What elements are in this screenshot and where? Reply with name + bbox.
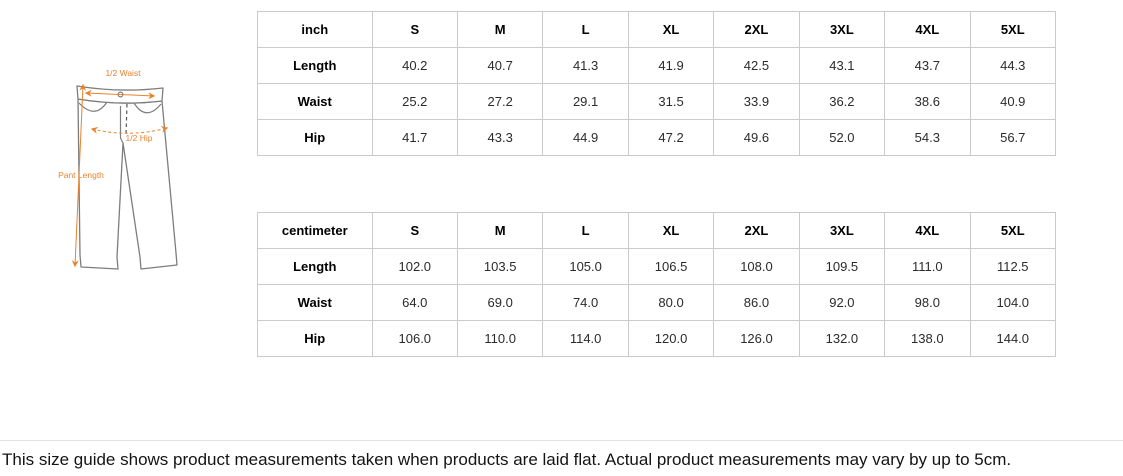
measurement-value-cell: 33.9 xyxy=(713,83,800,120)
unit-header-cell: inch xyxy=(257,11,373,48)
right-pocket-curve xyxy=(133,102,162,114)
size-header-cell: 2XL xyxy=(713,11,800,48)
measurement-value-cell: 132.0 xyxy=(798,320,886,357)
unit-header-cell: centimeter xyxy=(257,212,373,249)
measurement-value-cell: 110.0 xyxy=(456,320,544,357)
measurement-label-cell: Length xyxy=(257,248,373,285)
measurement-value-cell: 106.0 xyxy=(371,320,458,357)
diagram-label-pant-length: Pant Length xyxy=(58,170,104,180)
size-header-cell: M xyxy=(456,11,544,48)
measurement-value-cell: 52.0 xyxy=(798,119,886,156)
measurement-value-cell: 120.0 xyxy=(627,320,715,357)
measurement-value-cell: 27.2 xyxy=(456,83,544,120)
measurement-value-cell: 36.2 xyxy=(798,83,886,120)
measurement-value-cell: 138.0 xyxy=(884,320,971,357)
measurement-value-cell: 41.7 xyxy=(371,119,458,156)
measurement-row: Hip 41.7 43.3 44.9 47.2 49.6 52.0 54.3 56.7 xyxy=(257,119,1057,156)
measurement-value-cell: 25.2 xyxy=(371,83,458,120)
diagram-label-half-hip: 1/2 Hip xyxy=(126,133,153,143)
measurement-value-cell: 92.0 xyxy=(798,284,886,321)
measurement-value-cell: 126.0 xyxy=(713,320,800,357)
measurement-row: Waist 25.2 27.2 29.1 31.5 33.9 36.2 38.6 40.9 xyxy=(257,83,1057,120)
measurement-value-cell: 29.1 xyxy=(542,83,629,120)
size-header-cell: 4XL xyxy=(884,212,971,249)
measurement-value-cell: 98.0 xyxy=(884,284,971,321)
measurement-value-cell: 43.3 xyxy=(456,119,544,156)
measurement-value-cell: 44.3 xyxy=(969,47,1057,84)
measurement-value-cell: 74.0 xyxy=(542,284,629,321)
size-header-cell: 2XL xyxy=(713,212,800,249)
size-header-cell: L xyxy=(542,11,629,48)
pants-body-outline xyxy=(77,98,178,270)
measurement-value-cell: 40.7 xyxy=(456,47,544,84)
size-guide-note: This size guide shows product measuremen… xyxy=(2,450,1012,469)
measurement-value-cell: 109.5 xyxy=(798,248,886,285)
size-header-cell: S xyxy=(371,212,458,249)
size-header-cell: XL xyxy=(627,11,715,48)
hip-measure-dashed-arrow xyxy=(90,126,169,134)
pants-diagram-svg: 1/2 Waist 1/2 Hip Pant Length xyxy=(58,68,178,270)
measurement-value-cell: 80.0 xyxy=(627,284,715,321)
measurement-value-cell: 40.9 xyxy=(969,83,1057,120)
size-header-cell: 5XL xyxy=(969,11,1057,48)
size-header-cell: XL xyxy=(627,212,715,249)
measurement-value-cell: 114.0 xyxy=(542,320,629,357)
measurement-value-cell: 103.5 xyxy=(456,248,544,285)
measurement-value-cell: 102.0 xyxy=(371,248,458,285)
measurement-value-cell: 108.0 xyxy=(713,248,800,285)
measurement-value-cell: 69.0 xyxy=(456,284,544,321)
measurement-value-cell: 47.2 xyxy=(627,119,715,156)
fly-seam-line xyxy=(119,106,124,144)
measurement-value-cell: 104.0 xyxy=(969,284,1057,321)
measurement-value-cell: 43.7 xyxy=(884,47,971,84)
measurement-value-cell: 112.5 xyxy=(969,248,1057,285)
size-header-cell: 5XL xyxy=(969,212,1057,249)
measurement-label-cell: Length xyxy=(257,47,373,84)
footer-divider xyxy=(0,440,1123,441)
pants-measurement-diagram: 1/2 Waist 1/2 Hip Pant Length xyxy=(50,58,245,278)
measurement-value-cell: 56.7 xyxy=(969,119,1057,156)
diagram-label-half-waist: 1/2 Waist xyxy=(105,68,141,78)
measurement-label-cell: Hip xyxy=(257,320,373,357)
measurement-value-cell: 44.9 xyxy=(542,119,629,156)
size-table-inch: inch S M L XL 2XL 3XL 4XL 5XL Length 40.2 40.7 41.3 4… xyxy=(257,11,1057,156)
measurement-value-cell: 144.0 xyxy=(969,320,1057,357)
measurement-value-cell: 49.6 xyxy=(713,119,800,156)
measurement-value-cell: 38.6 xyxy=(884,83,971,120)
size-table-centimeter: centimeter S M L XL 2XL 3XL 4XL 5XL Length 102.0 10… xyxy=(257,212,1057,357)
measurement-row: Length 102.0 103.5 105.0 106.5 108.0 109.5 111.… xyxy=(257,248,1057,285)
measurement-row: Waist 64.0 69.0 74.0 80.0 86.0 92.0 98.0 104.0 xyxy=(257,284,1057,321)
measurement-value-cell: 111.0 xyxy=(884,248,971,285)
measurement-label-cell: Hip xyxy=(257,119,373,156)
measurement-value-cell: 42.5 xyxy=(713,47,800,84)
measurement-value-cell: 105.0 xyxy=(542,248,629,285)
measurement-value-cell: 106.5 xyxy=(627,248,715,285)
size-header-cell: 3XL xyxy=(798,212,886,249)
measurement-label-cell: Waist xyxy=(257,83,373,120)
measurement-value-cell: 31.5 xyxy=(627,83,715,120)
measurement-value-cell: 41.9 xyxy=(627,47,715,84)
pant-length-measure-arrow xyxy=(71,83,87,268)
waist-measure-arrow xyxy=(84,89,156,100)
size-header-cell: S xyxy=(371,11,458,48)
size-header-cell: L xyxy=(542,212,629,249)
measurement-value-cell: 40.2 xyxy=(371,47,458,84)
measurement-value-cell: 64.0 xyxy=(371,284,458,321)
fly-stitch-dashed-line xyxy=(125,103,128,136)
size-header-cell: 3XL xyxy=(798,11,886,48)
measurement-label-cell: Waist xyxy=(257,284,373,321)
size-header-row: centimeter S M L XL 2XL 3XL 4XL 5XL xyxy=(257,212,1057,249)
size-header-row: inch S M L XL 2XL 3XL 4XL 5XL xyxy=(257,11,1057,48)
measurement-value-cell: 41.3 xyxy=(542,47,629,84)
measurement-row: Length 40.2 40.7 41.3 41.9 42.5 43.1 43.7 44.3 xyxy=(257,47,1057,84)
measurement-value-cell: 86.0 xyxy=(713,284,800,321)
measurement-row: Hip 106.0 110.0 114.0 120.0 126.0 132.0 138.0 14… xyxy=(257,320,1057,357)
measurement-value-cell: 54.3 xyxy=(884,119,971,156)
size-header-cell: 4XL xyxy=(884,11,971,48)
measurement-value-cell: 43.1 xyxy=(798,47,886,84)
size-header-cell: M xyxy=(456,212,544,249)
